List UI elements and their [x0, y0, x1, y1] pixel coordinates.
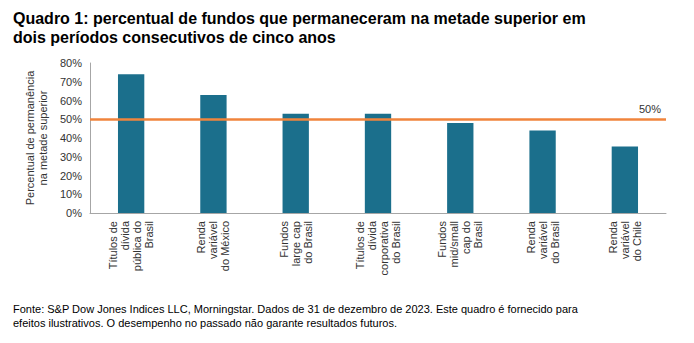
svg-text:10%: 10%	[60, 188, 82, 200]
svg-text:Quadro 1: percentual de fundos: Quadro 1: percentual de fundos que perma…	[13, 10, 590, 27]
svg-text:Renda: Renda	[195, 220, 207, 253]
svg-text:dívida: dívida	[366, 220, 378, 250]
svg-text:80%: 80%	[60, 57, 82, 69]
svg-text:do Chile: do Chile	[631, 221, 643, 261]
svg-text:Fundos: Fundos	[278, 221, 290, 258]
svg-text:variável: variável	[537, 221, 549, 259]
svg-text:do Brasil: do Brasil	[390, 221, 402, 264]
svg-text:70%: 70%	[60, 76, 82, 88]
svg-text:Renda: Renda	[525, 220, 537, 253]
svg-text:Fonte: S&P Dow Jones Indices L: Fonte: S&P Dow Jones Indices LLC, Mornin…	[13, 303, 581, 315]
svg-text:40%: 40%	[60, 132, 82, 144]
svg-text:corporativa: corporativa	[378, 220, 390, 275]
svg-text:Títulos de: Títulos de	[107, 221, 119, 269]
svg-text:mid/small: mid/small	[448, 221, 460, 267]
svg-text:pública do: pública do	[131, 221, 143, 271]
svg-text:Percentual de permanência: Percentual de permanência	[24, 70, 36, 205]
svg-text:do Brasil: do Brasil	[302, 221, 314, 264]
svg-text:cap do: cap do	[460, 221, 472, 254]
svg-text:dois períodos consecutivos de: dois períodos consecutivos de cinco anos	[13, 29, 336, 46]
svg-text:20%: 20%	[60, 170, 82, 182]
svg-text:60%: 60%	[60, 95, 82, 107]
svg-text:na metade superior: na metade superior	[37, 90, 49, 185]
svg-text:Títulos de: Títulos de	[354, 221, 366, 269]
svg-text:variável: variável	[207, 221, 219, 259]
svg-text:variável: variável	[619, 221, 631, 259]
svg-text:efeitos ilustrativos. O desemp: efeitos ilustrativos. O desempenho no pa…	[13, 317, 397, 329]
svg-text:dívida: dívida	[119, 220, 131, 250]
svg-text:30%: 30%	[60, 151, 82, 163]
svg-text:Brasil: Brasil	[143, 221, 155, 249]
svg-text:0%: 0%	[66, 207, 82, 219]
svg-text:50%: 50%	[639, 103, 661, 115]
svg-text:do Brasil: do Brasil	[549, 221, 561, 264]
svg-text:Renda: Renda	[607, 220, 619, 253]
svg-text:Brasil: Brasil	[472, 221, 484, 249]
svg-text:large cap: large cap	[290, 221, 302, 266]
svg-text:50%: 50%	[60, 113, 82, 125]
svg-text:Fundos: Fundos	[436, 221, 448, 258]
svg-text:do México: do México	[219, 221, 231, 271]
